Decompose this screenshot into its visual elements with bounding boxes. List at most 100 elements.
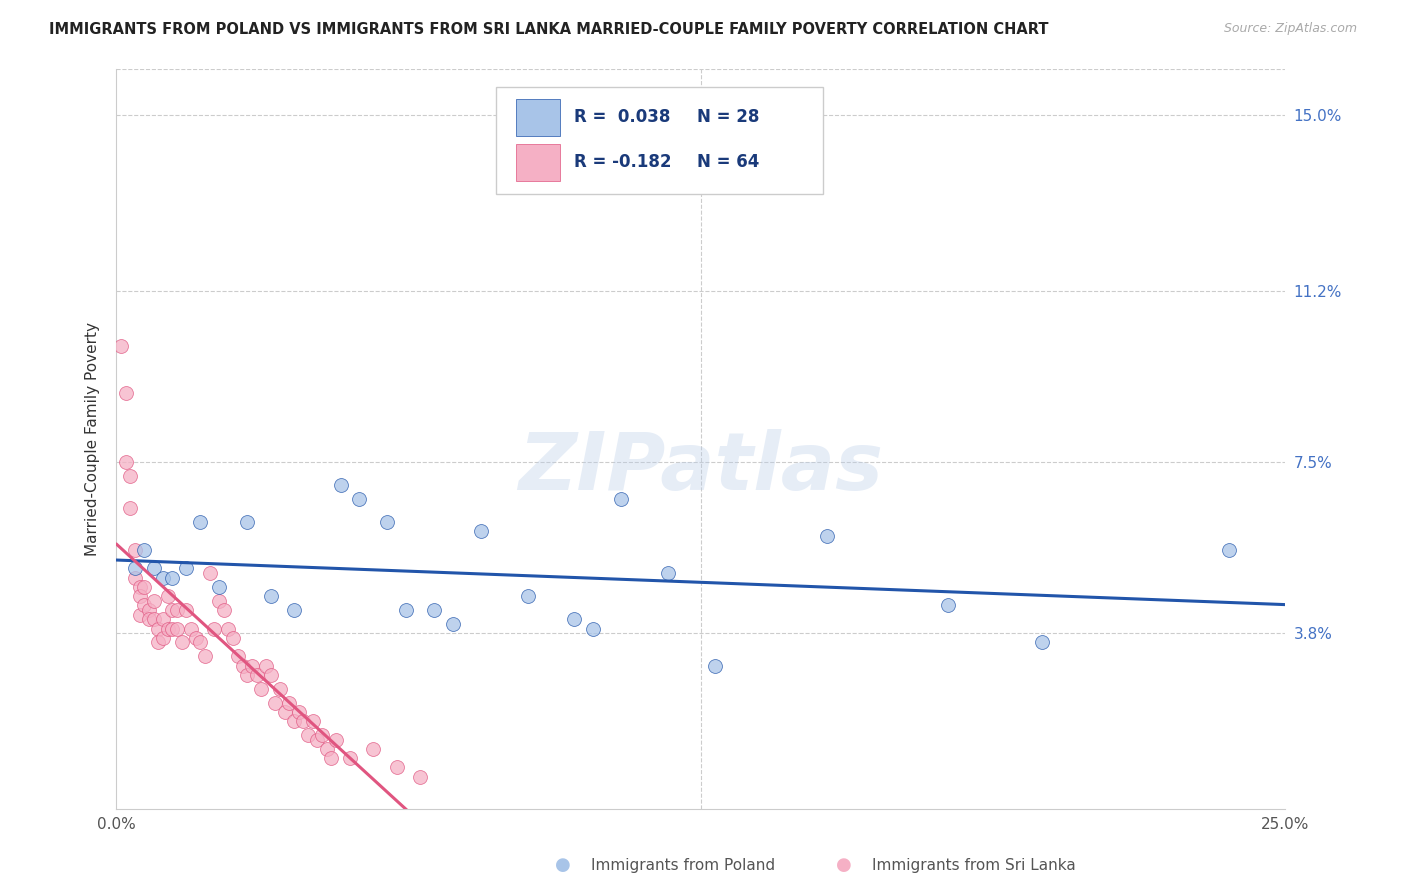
Text: N = 28: N = 28 xyxy=(697,108,759,126)
Point xyxy=(287,705,309,719)
Point xyxy=(180,622,202,636)
Point xyxy=(610,491,633,506)
Point xyxy=(114,385,136,400)
Point xyxy=(250,681,273,696)
Point xyxy=(516,589,538,603)
Point xyxy=(273,705,295,719)
Point xyxy=(325,732,347,747)
Point xyxy=(283,714,305,728)
Point xyxy=(269,681,291,696)
Point xyxy=(938,599,960,613)
Point xyxy=(329,478,352,492)
Point xyxy=(208,580,231,594)
Point xyxy=(170,635,193,649)
Point xyxy=(120,501,142,516)
Point xyxy=(120,468,142,483)
Point xyxy=(226,649,249,664)
Point xyxy=(148,635,170,649)
Point xyxy=(128,580,150,594)
Point xyxy=(162,622,184,636)
Point xyxy=(134,580,156,594)
Point xyxy=(212,603,235,617)
Text: Source: ZipAtlas.com: Source: ZipAtlas.com xyxy=(1223,22,1357,36)
Point xyxy=(363,742,385,756)
Point xyxy=(409,770,432,784)
FancyBboxPatch shape xyxy=(516,144,561,181)
Point xyxy=(1031,635,1053,649)
Point xyxy=(184,631,207,645)
Point xyxy=(259,668,281,682)
Point xyxy=(423,603,446,617)
Point xyxy=(657,566,679,580)
Text: IMMIGRANTS FROM POLAND VS IMMIGRANTS FROM SRI LANKA MARRIED-COUPLE FAMILY POVERT: IMMIGRANTS FROM POLAND VS IMMIGRANTS FRO… xyxy=(49,22,1049,37)
Point xyxy=(222,631,245,645)
Point xyxy=(582,622,605,636)
Point xyxy=(190,515,212,529)
Point xyxy=(259,589,281,603)
Point xyxy=(166,622,188,636)
Point xyxy=(110,339,132,353)
Point xyxy=(1218,542,1240,557)
Point xyxy=(142,612,165,626)
Point xyxy=(564,612,586,626)
Point xyxy=(124,561,146,575)
Text: ZIPatlas: ZIPatlas xyxy=(519,429,883,508)
Point xyxy=(339,751,361,765)
Point xyxy=(236,668,259,682)
Y-axis label: Married-Couple Family Poverty: Married-Couple Family Poverty xyxy=(86,322,100,556)
Point xyxy=(138,603,160,617)
Point xyxy=(208,594,231,608)
Point xyxy=(218,622,240,636)
Point xyxy=(321,751,343,765)
Point xyxy=(264,696,287,710)
Point xyxy=(152,612,174,626)
Point xyxy=(128,589,150,603)
Text: Immigrants from Poland: Immigrants from Poland xyxy=(591,858,775,872)
Point xyxy=(441,616,464,631)
Text: ●: ● xyxy=(835,856,852,874)
Point xyxy=(142,594,165,608)
Text: ●: ● xyxy=(554,856,571,874)
Point xyxy=(156,589,179,603)
Point xyxy=(377,515,399,529)
Point xyxy=(283,603,305,617)
Point xyxy=(152,631,174,645)
Point xyxy=(245,668,267,682)
Point xyxy=(142,561,165,575)
Point xyxy=(148,622,170,636)
Point xyxy=(815,529,838,543)
Point xyxy=(395,603,418,617)
Point xyxy=(349,491,371,506)
Point xyxy=(194,649,217,664)
Point xyxy=(236,515,259,529)
Point xyxy=(176,603,198,617)
Point xyxy=(204,622,226,636)
Point xyxy=(156,622,179,636)
Point xyxy=(307,732,329,747)
Point xyxy=(134,599,156,613)
Point xyxy=(311,728,333,742)
FancyBboxPatch shape xyxy=(516,99,561,136)
Point xyxy=(254,658,277,673)
Point xyxy=(128,607,150,622)
Point xyxy=(703,658,725,673)
Text: R = -0.182: R = -0.182 xyxy=(575,153,672,171)
Point xyxy=(297,728,319,742)
Point xyxy=(470,524,492,539)
Point xyxy=(198,566,221,580)
FancyBboxPatch shape xyxy=(496,87,824,194)
Text: N = 64: N = 64 xyxy=(697,153,759,171)
Text: Immigrants from Sri Lanka: Immigrants from Sri Lanka xyxy=(872,858,1076,872)
Point xyxy=(301,714,323,728)
Point xyxy=(114,455,136,469)
Point xyxy=(124,571,146,585)
Point xyxy=(190,635,212,649)
Point xyxy=(231,658,253,673)
Point xyxy=(152,571,174,585)
Point xyxy=(385,760,408,774)
Point xyxy=(240,658,263,673)
Point xyxy=(162,603,184,617)
Point xyxy=(292,714,315,728)
Point xyxy=(315,742,337,756)
Point xyxy=(278,696,301,710)
